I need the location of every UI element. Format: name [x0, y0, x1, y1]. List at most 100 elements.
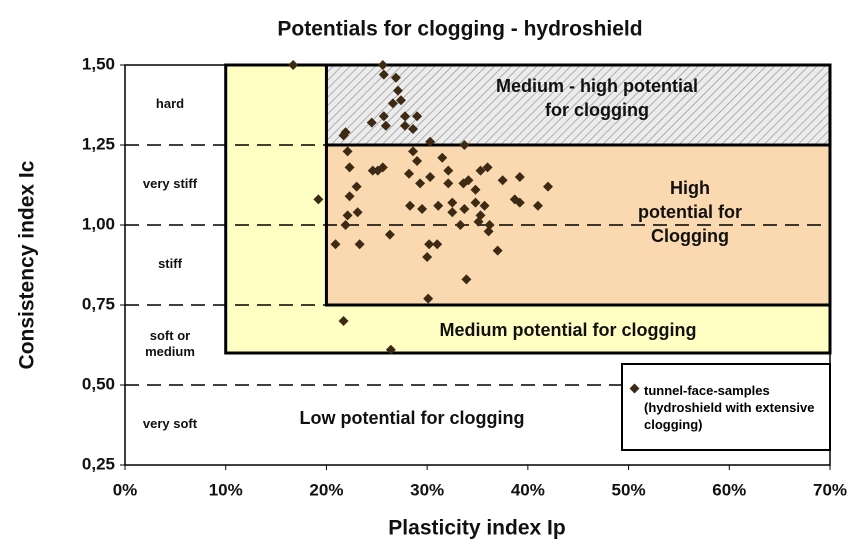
data-point: [423, 293, 434, 304]
x-tick-label: 10%: [209, 480, 243, 499]
y-axis-label: Consistency index Ic: [16, 160, 39, 369]
data-point: [443, 178, 454, 189]
x-tick-label: 70%: [813, 480, 847, 499]
annotation: Low potential for clogging: [300, 408, 525, 428]
y-tick-label: 1,25: [82, 134, 115, 153]
data-point: [459, 204, 470, 214]
data-point: [424, 239, 435, 250]
data-point: [338, 316, 349, 326]
legend: tunnel-face-samples (hydroshield with ex…: [621, 363, 831, 451]
data-point: [443, 165, 454, 176]
data-point: [447, 207, 458, 218]
data-point: [483, 226, 494, 237]
data-point: [492, 245, 503, 256]
data-point: [405, 200, 416, 211]
data-point: [473, 216, 484, 227]
data-point: [408, 146, 419, 157]
plot-frame: [124, 64, 831, 466]
data-point: [380, 120, 391, 131]
data-point: [330, 239, 341, 250]
x-tick-label: 40%: [511, 480, 545, 499]
data-point: [497, 175, 508, 186]
data-point: [354, 239, 365, 250]
data-point: [433, 200, 444, 211]
consistency-class-line: medium: [145, 344, 195, 359]
data-point: [351, 181, 362, 192]
x-tick-label: 50%: [612, 480, 646, 499]
consistency-class: soft or medium: [145, 328, 195, 359]
x-axis-label: Plasticity index Ip: [388, 517, 565, 540]
region-label-line: for clogging: [545, 100, 649, 120]
x-tick-label: 30%: [410, 480, 444, 499]
legend-label: tunnel-face-samples (hydroshield with ex…: [644, 382, 815, 432]
data-point: [377, 60, 388, 70]
y-tick-label: 0,75: [82, 294, 115, 313]
region-label-line: potential for: [638, 202, 742, 222]
legend-swatch: [629, 383, 640, 394]
y-tick-label: 1,50: [82, 54, 115, 73]
data-point: [404, 168, 415, 179]
data-point: [447, 197, 458, 208]
data-point: [514, 197, 525, 208]
consistency-class-line: very soft: [143, 416, 198, 431]
data-point: [395, 95, 406, 106]
data-point: [344, 162, 355, 173]
data-point: [352, 207, 363, 218]
data-point: [384, 229, 395, 240]
data-point: [479, 200, 490, 211]
data-point: [459, 140, 470, 150]
x-tick-label: 20%: [309, 480, 343, 499]
data-point: [377, 162, 388, 173]
x-tick-label: 60%: [712, 480, 746, 499]
data-point: [366, 117, 377, 128]
data-point: [408, 124, 419, 134]
consistency-class-line: very stiff: [143, 176, 198, 191]
region-label: Medium - high potential for clogging: [496, 76, 698, 120]
data-point: [470, 184, 481, 195]
x-tick-label: 0%: [113, 480, 138, 499]
data-point: [399, 111, 410, 122]
data-point: [543, 181, 553, 192]
data-point: [340, 220, 351, 230]
region-label: Medium potential for clogging: [440, 320, 697, 340]
data-point: [392, 85, 403, 96]
data-point: [342, 210, 353, 221]
consistency-class-line: stiff: [158, 256, 183, 271]
data-point: [463, 175, 474, 186]
data-point: [344, 191, 355, 202]
data-point: [378, 69, 389, 80]
data-point: [484, 220, 495, 230]
data-point: [437, 152, 448, 163]
data-point: [475, 165, 486, 176]
region-label-line: Clogging: [651, 226, 729, 246]
data-point: [399, 120, 410, 131]
data-point: [390, 72, 401, 83]
data-point: [387, 98, 398, 109]
data-point: [432, 239, 443, 250]
region-label-line: Medium potential for clogging: [440, 320, 697, 340]
data-point: [412, 156, 423, 166]
data-point: [378, 111, 389, 122]
data-point: [470, 197, 481, 208]
data-point: [532, 200, 543, 211]
data-point: [425, 136, 436, 147]
region-label: High potential for Clogging: [638, 178, 742, 246]
data-point: [455, 220, 466, 230]
data-point: [342, 146, 353, 157]
y-tick-label: 0,25: [82, 454, 115, 473]
y-tick-label: 1,00: [82, 214, 115, 233]
consistency-class: hard: [156, 96, 184, 111]
data-point: [482, 162, 493, 173]
consistency-class: very soft: [143, 416, 198, 431]
data-point: [385, 344, 396, 355]
data-point: [313, 194, 324, 205]
consistency-class-line: hard: [156, 96, 184, 111]
data-point: [422, 252, 433, 262]
region-label-line: Medium - high potential: [496, 76, 698, 96]
data-point: [367, 165, 378, 176]
consistency-class: very stiff: [143, 176, 198, 191]
y-tick-label: 0,50: [82, 374, 115, 393]
region-label-line: High: [670, 178, 710, 198]
data-point: [288, 60, 299, 70]
